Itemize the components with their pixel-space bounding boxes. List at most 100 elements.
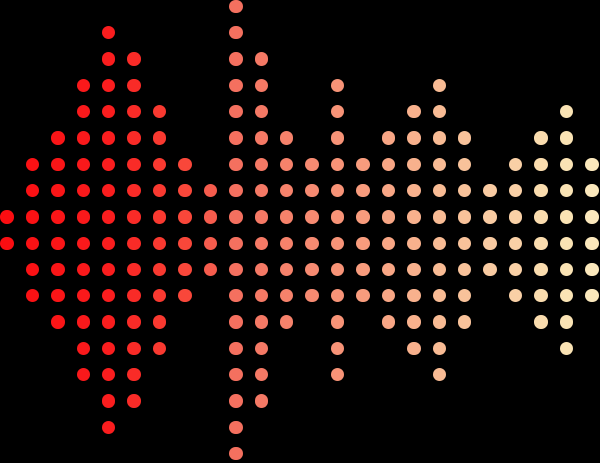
waveform-dot [127,157,141,171]
waveform-dot [229,131,243,145]
waveform-dot [0,210,14,224]
waveform-dot [330,262,345,277]
waveform-dot [127,52,141,66]
waveform-dot [407,157,421,171]
waveform-dot [254,289,268,303]
waveform-dot [458,262,472,277]
waveform-dot [102,210,116,224]
waveform-dot [280,157,294,171]
waveform-dot [51,157,65,171]
waveform-dot [559,157,574,171]
waveform-dot [229,52,243,66]
waveform-dot [432,157,446,171]
waveform-dot [534,210,548,224]
waveform-dot [330,105,345,119]
waveform-dot [127,78,141,93]
waveform-dot [381,315,396,329]
waveform-dot [559,262,574,277]
waveform-dot [280,315,294,329]
waveform-dot [356,236,370,250]
waveform-dot [585,289,599,303]
waveform-dot [585,236,599,250]
waveform-dot [25,236,40,250]
waveform-dot [407,262,421,277]
waveform-dot [127,315,141,329]
waveform-dot [381,131,396,145]
waveform-dot [25,289,40,303]
waveform-dot [76,341,90,356]
waveform-dot [25,157,40,171]
waveform-dot [407,341,421,356]
waveform-dot [280,289,294,303]
waveform-dot [534,183,548,198]
waveform-dot [280,210,294,224]
waveform-dot [229,0,243,14]
waveform-dot [76,105,90,119]
waveform-dot [458,183,472,198]
waveform-dot [330,236,345,250]
waveform-dot [76,289,90,303]
waveform-dot [203,183,218,198]
waveform-dot [102,289,116,303]
waveform-dot [534,236,548,250]
waveform-dot [254,368,268,382]
waveform-dot [381,183,396,198]
waveform-dot [254,236,268,250]
waveform-dot [178,157,192,171]
waveform-dot [127,105,141,119]
waveform-dot [178,183,192,198]
waveform-dot [407,315,421,329]
waveform-dot [229,394,243,408]
waveform-dot [559,341,574,356]
waveform-dot [432,78,446,93]
waveform-dot [102,262,116,277]
waveform-dot [305,157,319,171]
waveform-dot [330,289,345,303]
waveform-dot [305,236,319,250]
waveform-dot [254,315,268,329]
waveform-dot [381,262,396,277]
waveform-dot [585,262,599,277]
waveform-dot [407,236,421,250]
waveform-dot [102,420,116,434]
waveform-dot [102,368,116,382]
waveform-dot [534,131,548,145]
waveform-dot [229,183,243,198]
waveform-dot [51,315,65,329]
waveform-dot [254,131,268,145]
waveform-dot [102,315,116,329]
waveform-dot [102,341,116,356]
waveform-dot [559,183,574,198]
waveform-dot [102,78,116,93]
waveform-dot [152,236,167,250]
waveform-dot [51,210,65,224]
waveform-dot [127,210,141,224]
waveform-dot [178,236,192,250]
waveform-dot [458,210,472,224]
waveform-dot [229,236,243,250]
waveform-dot [102,157,116,171]
waveform-dot [330,210,345,224]
waveform-dot [25,183,40,198]
waveform-dot [254,341,268,356]
waveform-dot [508,236,523,250]
waveform-dot [330,368,345,382]
waveform-dot [330,341,345,356]
waveform-dot [102,131,116,145]
waveform-dot [229,210,243,224]
waveform-dot [508,183,523,198]
waveform-dot [432,183,446,198]
waveform-dot [102,26,116,40]
waveform-dot [432,315,446,329]
waveform-dot [203,262,218,277]
waveform-dot [534,289,548,303]
waveform-dot [76,78,90,93]
waveform-dot [432,368,446,382]
waveform-dot [330,131,345,145]
waveform-dot [127,236,141,250]
waveform-dot [152,341,167,356]
waveform-dot [305,289,319,303]
waveform-dot [76,183,90,198]
